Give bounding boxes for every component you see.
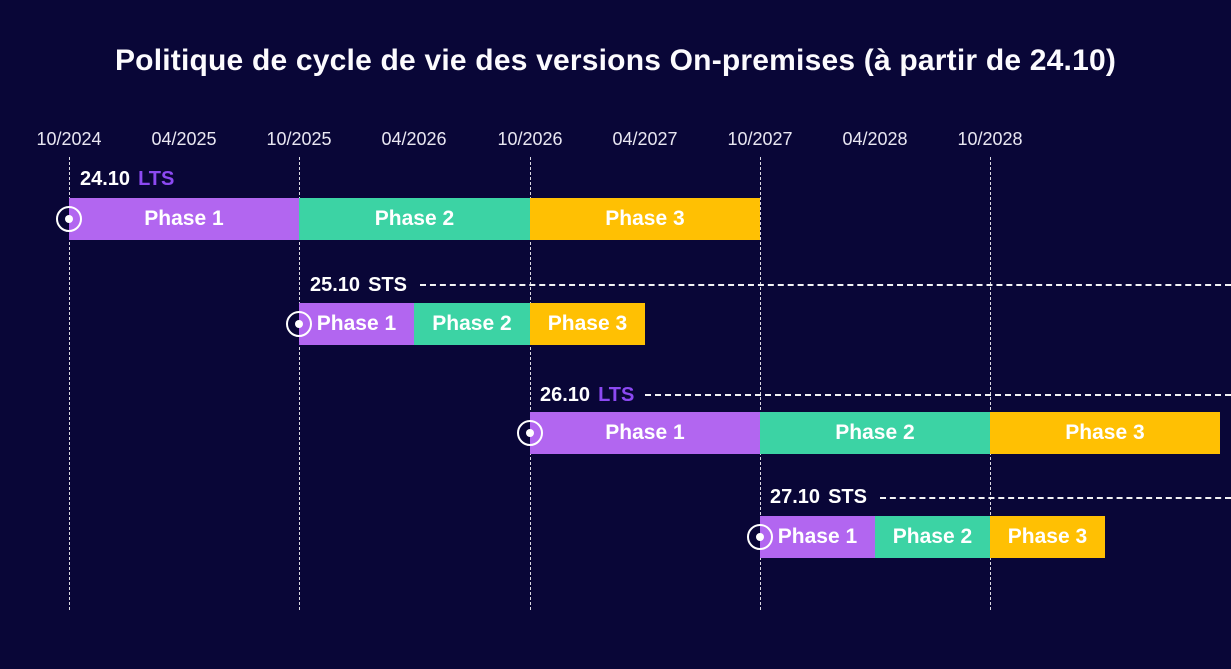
gridline-10-2026 [530,157,531,610]
release-version: 24.10 [80,168,131,190]
release-type-badge: LTS [138,168,175,190]
gridline-10-2027 [760,157,761,610]
release-type-badge: STS [828,486,867,508]
release-version: 25.10 [310,274,361,296]
phase-bar: Phase 3 [990,412,1220,454]
phase-bar: Phase 1 [530,412,760,454]
leader-dashed-line [645,394,1231,396]
axis-tick-10-2028: 10/2028 [957,129,1023,149]
leader-dashed-line [420,284,1231,286]
phase-bar: Phase 1 [299,303,414,345]
phase-bar: Phase 2 [299,198,530,240]
phase-bar: Phase 3 [530,303,645,345]
phase-bar: Phase 2 [760,412,990,454]
release-start-marker-icon [517,420,543,446]
phase-bar: Phase 1 [760,516,875,558]
axis-tick-10-2024: 10/2024 [36,129,102,149]
release-label-25-10: 25.10 STS [310,274,407,297]
chart-title: Politique de cycle de vie des versions O… [114,44,1117,77]
axis-tick-04-2026: 04/2026 [381,129,447,149]
phase-bar: Phase 3 [990,516,1105,558]
gridline-10-2025 [299,157,300,610]
axis-tick-10-2025: 10/2025 [266,129,332,149]
release-version: 26.10 [540,384,591,406]
release-label-24-10: 24.10 LTS [80,168,174,191]
leader-dashed-line [880,497,1231,499]
release-type-badge: LTS [598,384,635,406]
release-version: 27.10 [770,486,821,508]
release-start-marker-icon [286,311,312,337]
release-start-marker-icon [56,206,82,232]
phase-bar: Phase 2 [875,516,990,558]
axis-tick-04-2025: 04/2025 [151,129,217,149]
axis-tick-04-2028: 04/2028 [842,129,908,149]
phase-bar: Phase 3 [530,198,760,240]
gridline-10-2028 [990,157,991,610]
release-label-26-10: 26.10 LTS [540,384,634,407]
axis-tick-10-2026: 10/2026 [497,129,563,149]
release-label-27-10: 27.10 STS [770,486,867,509]
axis-tick-10-2027: 10/2027 [727,129,793,149]
axis-tick-04-2027: 04/2027 [612,129,678,149]
release-start-marker-icon [747,524,773,550]
gridline-10-2024 [69,157,70,610]
phase-bar: Phase 1 [69,198,299,240]
phase-bar: Phase 2 [414,303,530,345]
release-type-badge: STS [368,274,407,296]
